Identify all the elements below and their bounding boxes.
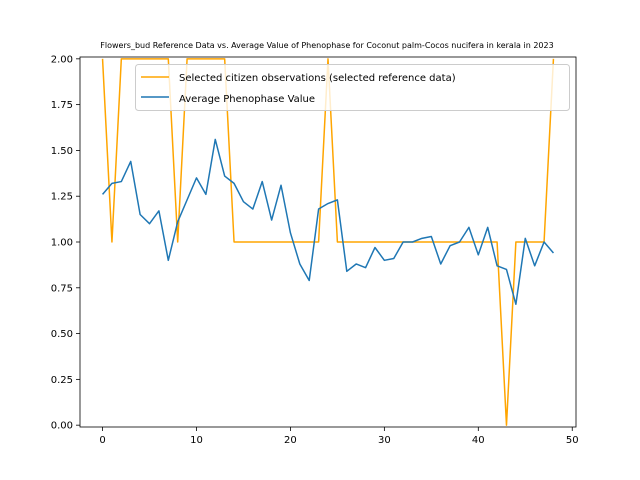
legend: Selected citizen observations (selected … xyxy=(135,64,570,111)
y-tick-label: 1.50 xyxy=(51,146,73,157)
y-tick-label: 1.00 xyxy=(51,238,73,249)
series-line-0 xyxy=(101,58,555,426)
x-tick-label: 40 xyxy=(472,435,485,446)
y-tick-label: 0.25 xyxy=(51,375,73,386)
y-tick-label: 0.75 xyxy=(51,283,73,294)
x-tick-label: 20 xyxy=(284,435,297,446)
x-tick-label: 50 xyxy=(566,435,579,446)
legend-box xyxy=(135,64,570,111)
axes: 0 10 20 30 40 50 0.00 0.25 0.50 0.75 1.00 1.25 1.50 1… xyxy=(51,54,579,446)
legend-label-average: Average Phenophase Value xyxy=(179,94,315,105)
series-line-1 xyxy=(101,138,555,306)
legend-label-reference: Selected citizen observations (selected … xyxy=(179,73,456,84)
plot-area xyxy=(101,58,555,426)
y-tick-label: 1.25 xyxy=(51,192,73,203)
y-tick-label: 0.00 xyxy=(51,421,73,432)
y-tick-label: 2.00 xyxy=(51,54,73,65)
x-tick-label: 30 xyxy=(378,435,391,446)
y-tick-label: 1.75 xyxy=(51,100,73,111)
chart-title: Flowers_bud Reference Data vs. Average V… xyxy=(100,41,553,50)
x-tick-label: 10 xyxy=(190,435,203,446)
x-tick-label: 0 xyxy=(99,435,105,446)
y-tick-label: 0.50 xyxy=(51,329,73,340)
